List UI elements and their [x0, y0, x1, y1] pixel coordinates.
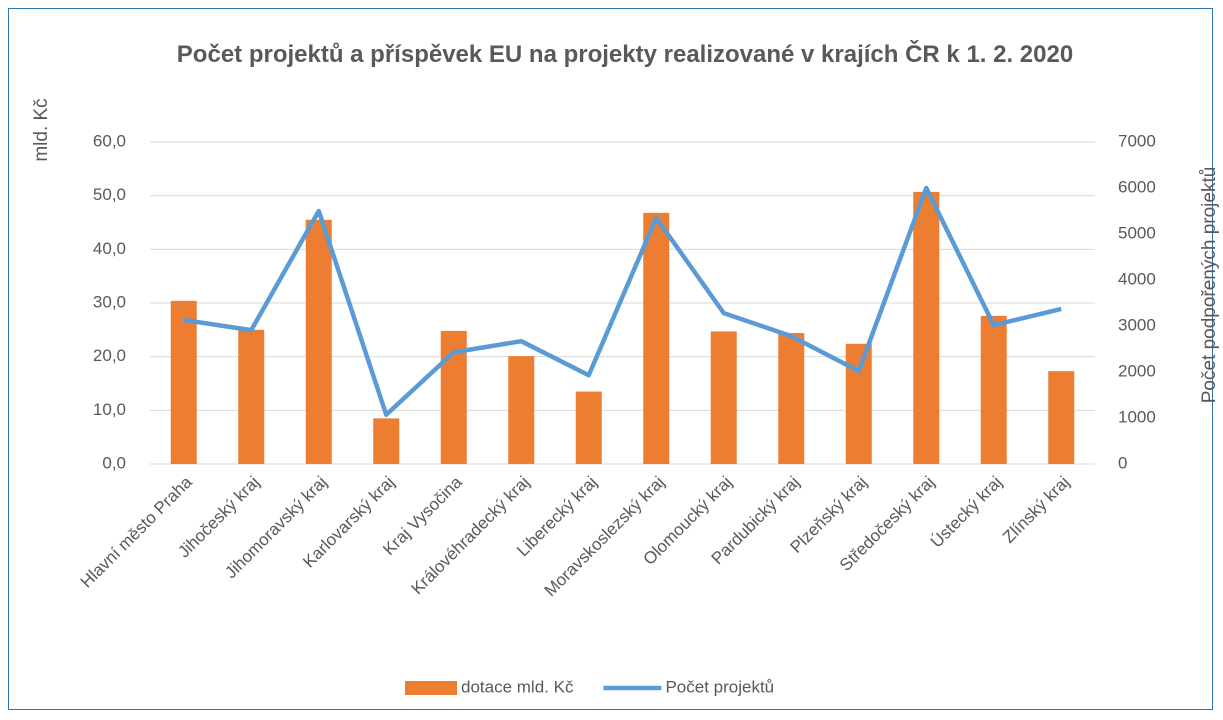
y2-tick-label: 1000 [1118, 407, 1156, 426]
bar [913, 191, 940, 464]
y-tick-label: 60,0 [93, 131, 126, 150]
x-tick-label: Moravskoslezský kraj [541, 473, 669, 601]
y-tick-label: 10,0 [93, 400, 126, 419]
bar [170, 300, 197, 464]
bar [845, 343, 872, 464]
y-tick-label: 40,0 [93, 239, 126, 258]
bar [710, 331, 737, 464]
bar [373, 418, 400, 464]
x-tick-label: Královéhradecký kraj [408, 473, 534, 599]
y-tick-label: 20,0 [93, 346, 126, 365]
chart-title: Počet projektů a příspěvek EU na projekt… [176, 41, 1074, 68]
legend-label: dotace mld. Kč [461, 677, 574, 696]
bar [305, 219, 332, 464]
y2-tick-label: 7000 [1118, 131, 1156, 150]
bar [643, 212, 670, 464]
x-tick-label: Zlínský kraj [999, 473, 1073, 547]
bar [575, 391, 602, 464]
x-tick-label: Ústecký kraj [927, 473, 1006, 552]
chart-frame [8, 8, 1213, 710]
bar [238, 329, 265, 464]
y-tick-label: 30,0 [93, 292, 126, 311]
bar [508, 356, 535, 464]
y-axis-label: mld. Kč [31, 98, 52, 161]
legend-label: Počet projektů [665, 677, 774, 696]
y2-tick-label: 6000 [1118, 177, 1156, 196]
y2-tick-label: 5000 [1118, 223, 1156, 242]
y-tick-label: 0,0 [102, 453, 126, 472]
y2-tick-label: 4000 [1118, 269, 1156, 288]
legend-swatch [405, 681, 457, 695]
x-tick-label: Hlavní město Praha [77, 472, 196, 591]
line [183, 185, 1062, 418]
y2-tick-label: 3000 [1118, 315, 1156, 334]
y2-tick-label: 0 [1118, 453, 1127, 472]
bar [778, 333, 805, 464]
bar [1048, 371, 1075, 464]
bar [980, 315, 1007, 464]
y-tick-label: 50,0 [93, 185, 126, 204]
y2-tick-label: 2000 [1118, 361, 1156, 380]
y2-axis-label: Počet podpořených projektů [1199, 167, 1220, 404]
